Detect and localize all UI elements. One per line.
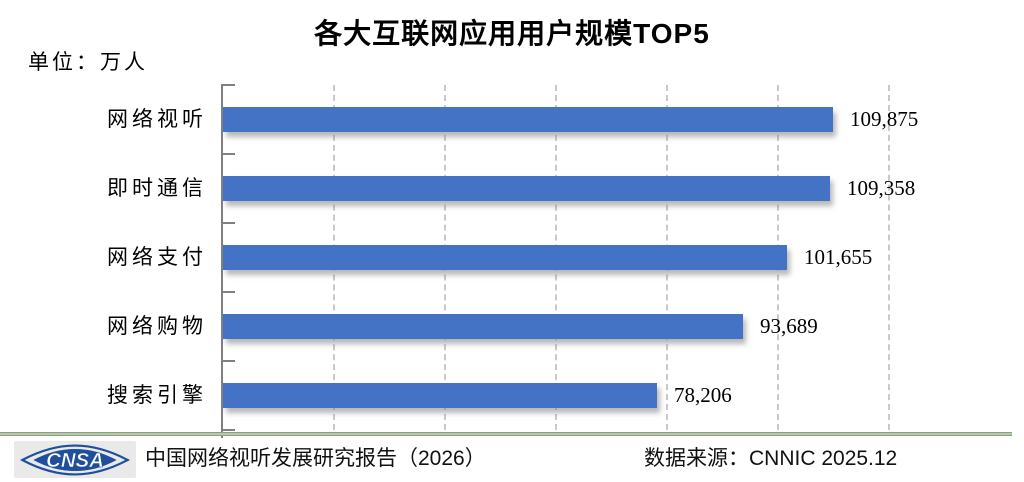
footer-source-label: 数据来源：CNNIC 2025.12 (644, 447, 898, 470)
bar (223, 314, 743, 339)
value-label: 101,655 (804, 245, 873, 269)
category-label: 即时通信 (107, 176, 207, 200)
cnsa-logo-icon: CNSA (20, 443, 130, 476)
bar (223, 107, 833, 132)
category-label: 搜索引擎 (107, 383, 207, 407)
axis-tick (221, 222, 235, 224)
y-axis-line (221, 85, 223, 438)
category-label: 网络购物 (107, 314, 207, 338)
bar (223, 383, 657, 408)
chart-title: 各大互联网应用用户规模TOP5 (314, 18, 710, 49)
value-label: 93,689 (760, 314, 818, 338)
value-label: 109,875 (850, 107, 919, 131)
value-label: 78,206 (674, 383, 732, 407)
bar (223, 176, 830, 201)
cnsa-logo-text: CNSA (46, 449, 104, 471)
axis-tick (221, 291, 235, 293)
category-label: 网络支付 (107, 245, 207, 269)
cnsa-logo: CNSA (14, 441, 136, 478)
bar (223, 245, 787, 270)
axis-tick (221, 153, 235, 155)
axis-tick (221, 360, 235, 362)
axis-tick (221, 429, 235, 431)
footer-report-label: 中国网络视听发展研究报告（2026） (145, 447, 486, 470)
axis-tick (221, 84, 235, 86)
unit-label: 单位：万人 (28, 50, 148, 74)
value-label: 109,358 (847, 176, 916, 200)
category-label: 网络视听 (107, 107, 207, 131)
gridline (888, 85, 890, 430)
footer-divider (0, 432, 1012, 436)
